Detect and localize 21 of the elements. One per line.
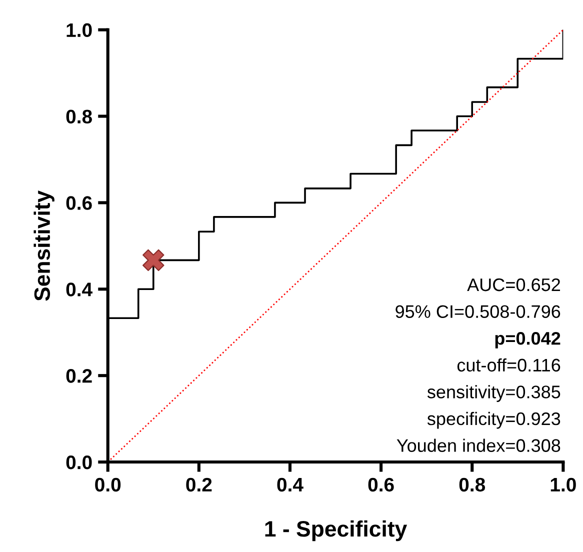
annotation: sensitivity=0.385 bbox=[427, 385, 560, 402]
y-tick-label: 0.6 bbox=[66, 196, 92, 210]
annotation: cut-off=0.116 bbox=[457, 358, 560, 372]
annotation: 95% CI=0.508-0.796 bbox=[396, 305, 560, 318]
y-tick-label: 1.0 bbox=[66, 23, 92, 38]
x-axis-title: 1 - Specificity bbox=[265, 520, 408, 542]
annotation: p=0.042 bbox=[495, 332, 560, 348]
annotation: AUC=0.652 bbox=[467, 278, 560, 292]
x-tick-label: 0.4 bbox=[277, 478, 304, 492]
y-tick-label: 0.2 bbox=[66, 369, 92, 383]
x-tick-label: 0.6 bbox=[368, 478, 394, 492]
y-tick-label: 0.4 bbox=[66, 282, 92, 296]
y-tick-label: 0.0 bbox=[66, 455, 92, 470]
annotation: specificity=0.923 bbox=[427, 412, 560, 429]
y-axis-title: Sensitivity bbox=[34, 190, 54, 301]
x-tick-label: 1.0 bbox=[550, 478, 576, 492]
x-tick-label: 0.8 bbox=[459, 478, 486, 492]
annotation: Youden index=0.308 bbox=[396, 438, 560, 452]
x-tick-label: 0.0 bbox=[95, 478, 121, 492]
y-tick-label: 0.8 bbox=[66, 110, 92, 124]
x-tick-label: 0.2 bbox=[186, 478, 212, 492]
